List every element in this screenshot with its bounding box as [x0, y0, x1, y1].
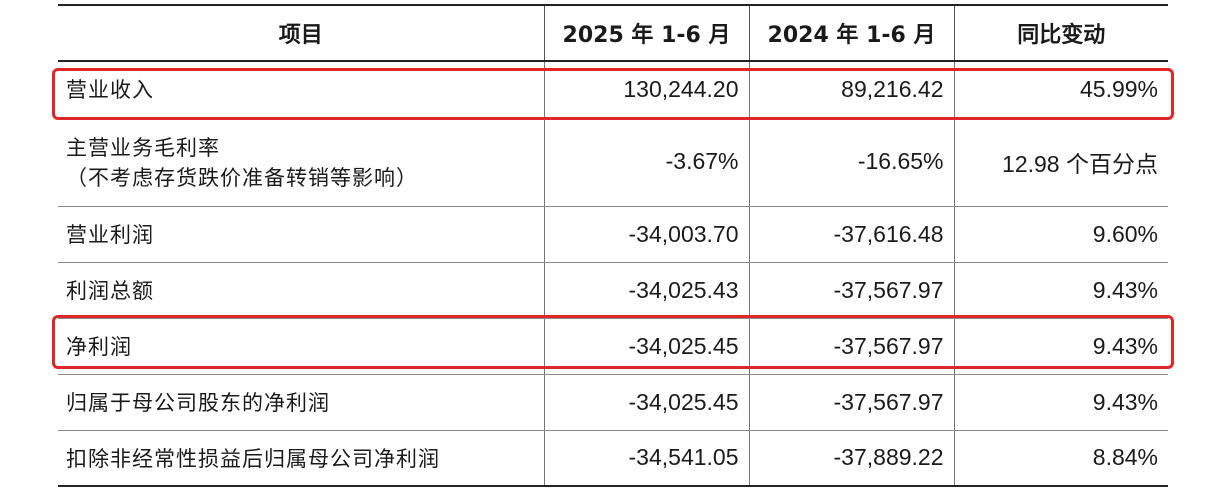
row-label: 归属于母公司股东的净利润 [58, 374, 544, 431]
value-change: 12.98 个百分点 [953, 117, 1168, 207]
value-2024: 89,216.42 [748, 61, 954, 118]
header-2024-h1: 2024 年 1-6 月 [748, 4, 954, 62]
value-2025: 130,244.20 [543, 61, 749, 118]
row-label: 扣除非经常性损益后归属母公司净利润 [58, 430, 544, 487]
value-2025: -34,541.05 [543, 430, 749, 487]
row-label-cell: 主营业务毛利率 （不考虑存货跌价准备转销等影响） [58, 117, 544, 207]
value-2024: -37,889.22 [748, 430, 954, 487]
row-label: 利润总额 [58, 262, 544, 319]
table-row-operating-profit: 营业利润 -34,003.70 -37,616.48 9.60% [58, 206, 1168, 263]
value-2024: -16.65% [748, 117, 954, 207]
table-row-net-profit: 净利润 -34,025.45 -37,567.97 9.43% [58, 318, 1168, 375]
value-2025: -34,025.45 [543, 318, 749, 375]
value-2024: -37,616.48 [748, 206, 954, 263]
table-row-gross-margin: 主营业务毛利率 （不考虑存货跌价准备转销等影响） -3.67% -16.65% … [58, 117, 1168, 207]
row-label-note: （不考虑存货跌价准备转销等影响） [66, 165, 418, 190]
value-2025: -34,003.70 [543, 206, 749, 263]
value-change: 9.60% [953, 206, 1168, 263]
header-2025-h1: 2025 年 1-6 月 [543, 4, 749, 62]
value-change: 45.99% [953, 61, 1168, 118]
row-label: 主营业务毛利率 [66, 135, 220, 160]
financial-table: 项目 2025 年 1-6 月 2024 年 1-6 月 同比变动 营业收入 1… [58, 4, 1168, 487]
value-2025: -34,025.45 [543, 374, 749, 431]
row-label: 营业利润 [58, 206, 544, 263]
header-yoy-change: 同比变动 [953, 4, 1168, 62]
header-item: 项目 [58, 4, 544, 62]
value-2025: -34,025.43 [543, 262, 749, 319]
value-change: 9.43% [953, 374, 1168, 431]
table-row-revenue: 营业收入 130,244.20 89,216.42 45.99% [58, 61, 1168, 118]
table-row-net-profit-parent: 归属于母公司股东的净利润 -34,025.45 -37,567.97 9.43% [58, 374, 1168, 431]
row-label: 营业收入 [58, 61, 544, 118]
table-header-row: 项目 2025 年 1-6 月 2024 年 1-6 月 同比变动 [58, 4, 1168, 62]
value-change: 9.43% [953, 262, 1168, 319]
financial-table-container: 项目 2025 年 1-6 月 2024 年 1-6 月 同比变动 营业收入 1… [58, 4, 1168, 487]
value-2024: -37,567.97 [748, 262, 954, 319]
value-2024: -37,567.97 [748, 374, 954, 431]
value-2024: -37,567.97 [748, 318, 954, 375]
value-2025: -3.67% [543, 117, 749, 207]
table-row-total-profit: 利润总额 -34,025.43 -37,567.97 9.43% [58, 262, 1168, 319]
table-row-net-profit-adjusted: 扣除非经常性损益后归属母公司净利润 -34,541.05 -37,889.22 … [58, 430, 1168, 487]
value-change: 8.84% [953, 430, 1168, 487]
row-label: 净利润 [58, 318, 544, 375]
value-change: 9.43% [953, 318, 1168, 375]
